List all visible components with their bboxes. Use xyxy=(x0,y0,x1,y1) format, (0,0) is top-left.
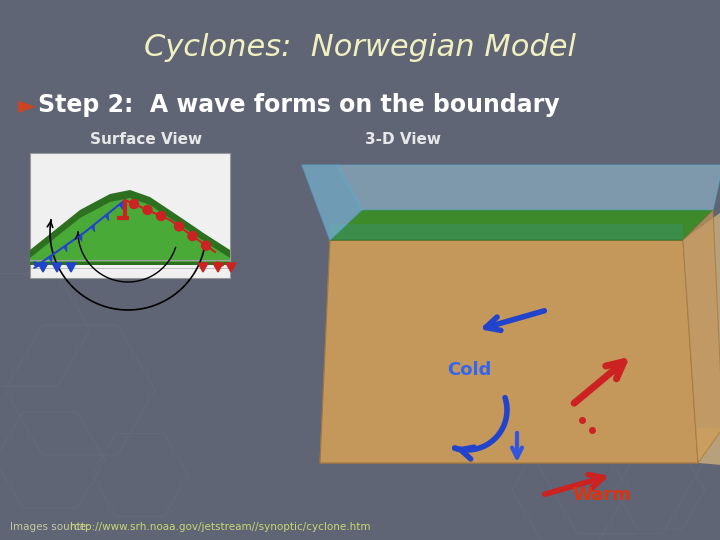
FancyBboxPatch shape xyxy=(30,153,230,278)
Circle shape xyxy=(143,206,152,214)
Polygon shape xyxy=(30,190,230,265)
Polygon shape xyxy=(226,263,236,272)
Polygon shape xyxy=(48,255,52,262)
Polygon shape xyxy=(320,240,698,463)
Polygon shape xyxy=(330,210,713,240)
Circle shape xyxy=(174,222,184,231)
Circle shape xyxy=(202,241,210,250)
Polygon shape xyxy=(330,224,683,240)
Text: Images source:: Images source: xyxy=(10,522,93,532)
Polygon shape xyxy=(38,263,48,272)
Circle shape xyxy=(130,199,138,208)
Polygon shape xyxy=(91,225,95,232)
Text: Cyclones:  Norwegian Model: Cyclones: Norwegian Model xyxy=(144,33,576,63)
Text: Step 2:  A wave forms on the boundary: Step 2: A wave forms on the boundary xyxy=(38,93,559,117)
Polygon shape xyxy=(52,263,62,272)
Polygon shape xyxy=(213,263,223,272)
Polygon shape xyxy=(63,245,67,252)
Text: Warm: Warm xyxy=(572,486,631,504)
Polygon shape xyxy=(302,165,362,240)
Polygon shape xyxy=(105,213,109,221)
Polygon shape xyxy=(320,210,362,463)
Circle shape xyxy=(156,212,166,220)
Polygon shape xyxy=(119,202,122,210)
Circle shape xyxy=(188,232,197,240)
Polygon shape xyxy=(66,263,76,272)
Polygon shape xyxy=(320,428,720,463)
Text: http://www.srh.noaa.gov/jetstream//synoptic/cyclone.htm: http://www.srh.noaa.gov/jetstream//synop… xyxy=(70,522,371,532)
Polygon shape xyxy=(337,165,720,210)
Polygon shape xyxy=(30,198,230,262)
Text: ►: ► xyxy=(18,93,36,117)
Polygon shape xyxy=(198,263,208,272)
Text: 3-D View: 3-D View xyxy=(365,132,441,147)
Polygon shape xyxy=(683,185,720,468)
Text: Cold: Cold xyxy=(447,361,491,379)
Text: Surface View: Surface View xyxy=(90,132,202,147)
Polygon shape xyxy=(78,234,82,241)
Polygon shape xyxy=(683,210,720,463)
